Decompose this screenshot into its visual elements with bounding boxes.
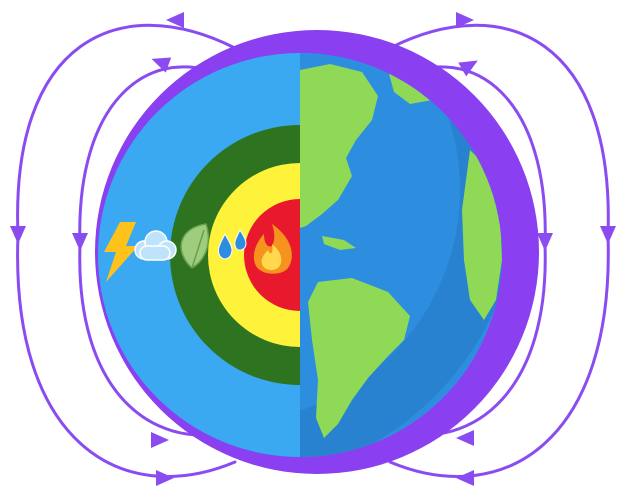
field-arrow — [156, 470, 174, 486]
water-drops-icon — [217, 228, 247, 260]
north-america — [300, 64, 378, 228]
field-line-arrows — [10, 12, 616, 486]
fire-icon — [253, 224, 292, 274]
field-arrow — [166, 12, 184, 28]
leaf-icon — [180, 223, 210, 269]
field-arrow — [458, 60, 478, 77]
field-arrow — [600, 226, 616, 244]
cloud-icon — [134, 230, 177, 261]
field-arrow — [537, 233, 553, 251]
europe-africa-edge — [462, 150, 502, 320]
arctic-islands — [330, 96, 360, 114]
lightning-icon — [104, 222, 138, 282]
south-america — [308, 278, 410, 438]
field-arrow — [151, 432, 169, 448]
field-arrow — [72, 233, 88, 251]
globe-half — [300, 53, 502, 457]
field-arrow — [10, 226, 26, 244]
field-arrow — [151, 57, 172, 73]
field-arrow — [456, 470, 474, 486]
field-arrow — [456, 430, 474, 446]
caribbean-islands — [322, 236, 356, 250]
field-arrow — [456, 12, 474, 28]
